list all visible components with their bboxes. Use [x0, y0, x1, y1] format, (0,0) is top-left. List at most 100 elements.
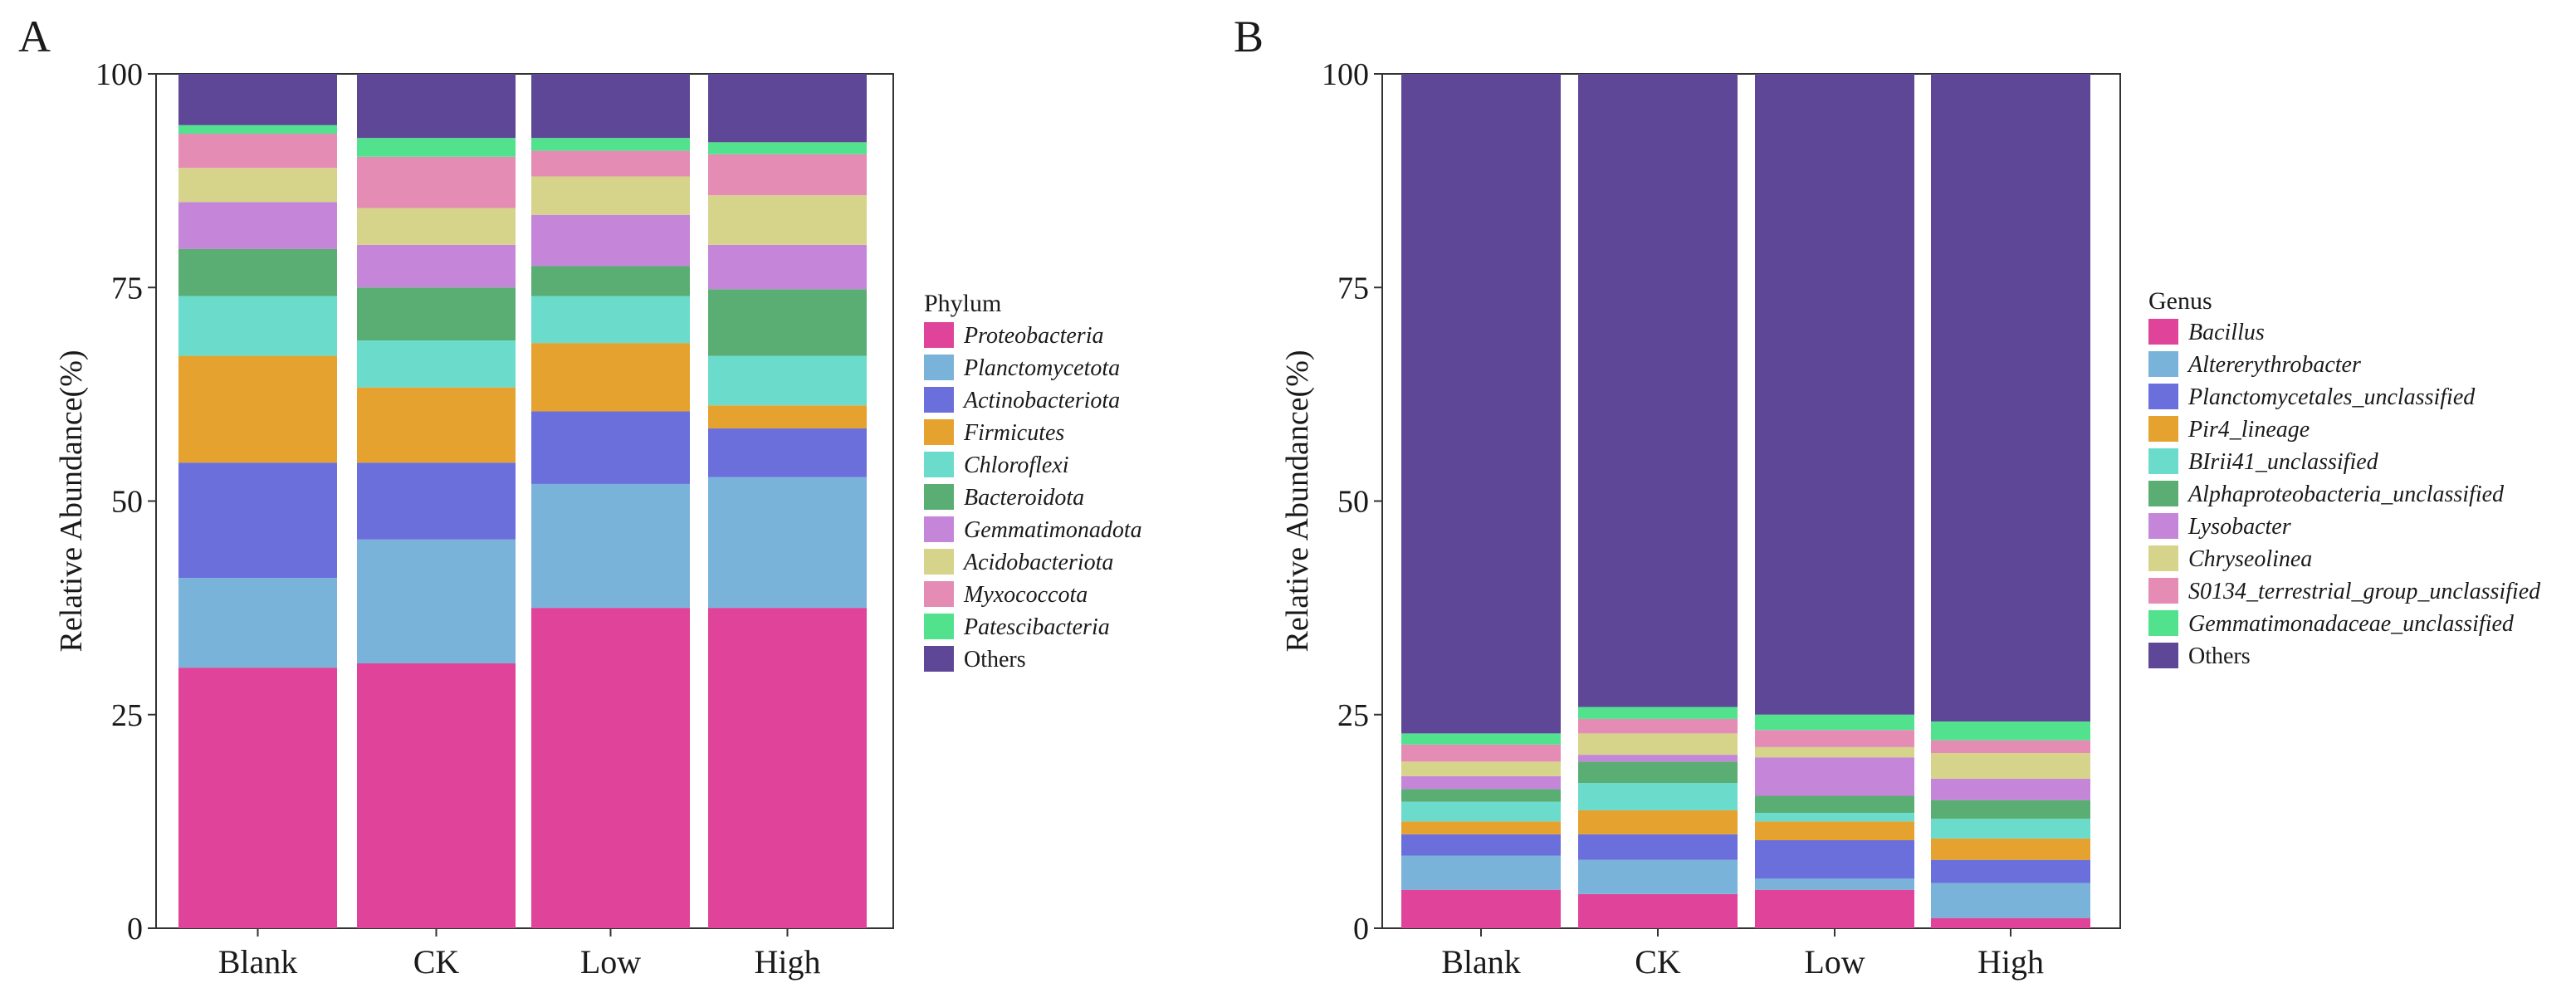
bar-segment-low-planctomycetota	[531, 483, 690, 609]
bar-segment-high-chloroflexi	[708, 355, 867, 406]
bar-segment-high-acidobacteriota	[708, 195, 867, 245]
legend-label-bacillus: Bacillus	[2188, 320, 2265, 345]
bar-segment-high-others	[1931, 74, 2090, 721]
bar-segment-blank-chloroflexi	[178, 296, 337, 356]
legend-label-gemmatimonadaceae-unclassified: Gemmatimonadaceae_unclassified	[2188, 611, 2515, 637]
x-tick-label-high: High	[755, 943, 821, 981]
legend-swatch-alphaproteobacteria-unclassified	[2148, 481, 2178, 506]
bar-segment-blank-bacillus	[1401, 889, 1561, 928]
bar-segment-low-lysobacter	[1755, 757, 1914, 796]
panel-b: B Blank CK Low High 0 25 50 75 100 Relative Abunda…	[1234, 12, 2541, 981]
bar-segment-high-myxococcota	[708, 154, 867, 196]
legend-label-alphaproteobacteria-unclassified: Alphaproteobacteria_unclassified	[2187, 482, 2505, 507]
bar-segment-ck-pir4-lineage	[1578, 809, 1738, 834]
bar-segment-high-proteobacteria	[708, 608, 867, 928]
bar-segment-low-pir4-lineage	[1755, 821, 1914, 841]
legend-label-actinobacteriota: Actinobacteriota	[962, 388, 1120, 413]
legend-swatch-others	[924, 646, 954, 672]
bar-segment-high-gemmatimonadota	[708, 244, 867, 290]
bar-segment-low-planctomycetales-unclassified	[1755, 840, 1914, 879]
y-tick-label: 0	[1353, 912, 1369, 946]
bar-segment-blank-lysobacter	[1401, 775, 1561, 790]
y-tick-label: 50	[111, 485, 143, 520]
legend-label-patescibacteria: Patescibacteria	[963, 614, 1110, 640]
y-tick-label: 0	[127, 912, 143, 946]
bar-segment-ck-gemmatimonadaceae-unclassified	[1578, 707, 1738, 719]
y-tick-label: 75	[111, 271, 143, 306]
legend-swatch-gemmatimonadaceae-unclassified	[2148, 610, 2178, 636]
bar-segment-high-planctomycetales-unclassified	[1931, 859, 2090, 883]
x-tick-label-ck: CK	[1635, 943, 1681, 981]
bar-segment-low-gemmatimonadota	[531, 214, 690, 267]
legend: Genus Bacillus Altererythrobacter Planctomy…	[2148, 287, 2541, 669]
x-tick-label-high: High	[1977, 943, 2044, 981]
bar-segment-high-altererythrobacter	[1931, 883, 2090, 918]
bar-segment-blank-alphaproteobacteria-unclassified	[1401, 789, 1561, 802]
bar-segment-ck-proteobacteria	[357, 663, 516, 928]
bar-segment-high-firmicutes	[708, 405, 867, 429]
bar-segment-ck-others	[1578, 74, 1738, 707]
bar-segment-low-alphaproteobacteria-unclassified	[1755, 795, 1914, 814]
bar-segment-blank-firmicutes	[178, 355, 337, 463]
bar-segment-ck-birii41-unclassified	[1578, 783, 1738, 810]
y-tick-label: 25	[111, 698, 143, 733]
legend-swatch-lysobacter	[2148, 513, 2178, 539]
bar-segment-ck-bacteroidota	[357, 287, 516, 341]
legend-swatch-bacillus	[2148, 319, 2178, 345]
bar-segment-low-bacillus	[1755, 889, 1914, 928]
y-axis-title: Relative Abundance(%)	[1280, 350, 1315, 652]
legend-swatch-altererythrobacter	[2148, 351, 2178, 377]
bar-segment-high-alphaproteobacteria-unclassified	[1931, 800, 2090, 819]
bar-segment-low-proteobacteria	[531, 608, 690, 928]
legend-swatch-pir4-lineage	[2148, 416, 2178, 442]
bar-segment-ck-patescibacteria	[357, 138, 516, 157]
legend-label-myxococcota: Myxococcota	[963, 582, 1088, 608]
y-tick-label: 100	[95, 57, 143, 92]
bar-segment-high-birii41-unclassified	[1931, 819, 2090, 839]
panel-label: B	[1234, 12, 1264, 61]
bar-segment-blank-actinobacteriota	[178, 462, 337, 579]
bar-segment-blank-gemmatimonadota	[178, 202, 337, 249]
legend-label-chryseolinea: Chryseolinea	[2188, 546, 2312, 572]
bar-segment-blank-gemmatimonadaceae-unclassified	[1401, 733, 1561, 745]
legend-swatch-firmicutes	[924, 419, 954, 445]
x-tick-label-blank: Blank	[218, 943, 298, 981]
legend-label-s0134-terrestrial-group-unclassified: S0134_terrestrial_group_unclassified	[2188, 579, 2541, 604]
bar-segment-ck-gemmatimonadota	[357, 244, 516, 288]
legend-label-birii41-unclassified: BIrii41_unclassified	[2188, 449, 2379, 475]
x-tick-label-low: Low	[1804, 943, 1865, 981]
y-tick-label: 50	[1337, 485, 1369, 520]
legend-title: Genus	[2148, 287, 2212, 315]
bar-segment-high-lysobacter	[1931, 778, 2090, 800]
x-tick-label-blank: Blank	[1441, 943, 1521, 981]
bar-segment-high-others	[708, 74, 867, 143]
x-tick-label-low: Low	[580, 943, 641, 981]
bar-segment-low-s0134-terrestrial-group-unclassified	[1755, 730, 1914, 747]
legend-swatch-proteobacteria	[924, 322, 954, 348]
y-tick-label: 75	[1337, 271, 1369, 306]
panel-label: A	[18, 12, 51, 61]
bar-segment-blank-pir4-lineage	[1401, 821, 1561, 834]
bar-segment-ck-altererythrobacter	[1578, 859, 1738, 894]
bar-segment-high-actinobacteriota	[708, 428, 867, 477]
bar-segment-high-bacillus	[1931, 917, 2090, 928]
bar-segment-ck-firmicutes	[357, 387, 516, 463]
legend-label-proteobacteria: Proteobacteria	[963, 323, 1103, 349]
legend-label-planctomycetota: Planctomycetota	[963, 355, 1120, 381]
bar-segment-high-pir4-lineage	[1931, 838, 2090, 860]
bar-segment-blank-altererythrobacter	[1401, 855, 1561, 890]
x-tick-label-ck: CK	[413, 943, 460, 981]
legend-swatch-chryseolinea	[2148, 545, 2178, 571]
legend-swatch-planctomycetota	[924, 355, 954, 380]
bar-segment-high-chryseolinea	[1931, 753, 2090, 779]
bar-segment-high-s0134-terrestrial-group-unclassified	[1931, 740, 2090, 754]
y-tick-label: 25	[1337, 698, 1369, 733]
bar-segment-blank-birii41-unclassified	[1401, 801, 1561, 822]
legend-label-pir4-lineage: Pir4_lineage	[2187, 417, 2310, 443]
legend-label-gemmatimonadota: Gemmatimonadota	[964, 517, 1142, 543]
bar-segment-blank-proteobacteria	[178, 668, 337, 928]
bar-segment-ck-planctomycetales-unclassified	[1578, 834, 1738, 860]
bar-segment-low-acidobacteriota	[531, 176, 690, 215]
bar-segment-ck-myxococcota	[357, 156, 516, 208]
bar-segment-low-patescibacteria	[531, 138, 690, 151]
